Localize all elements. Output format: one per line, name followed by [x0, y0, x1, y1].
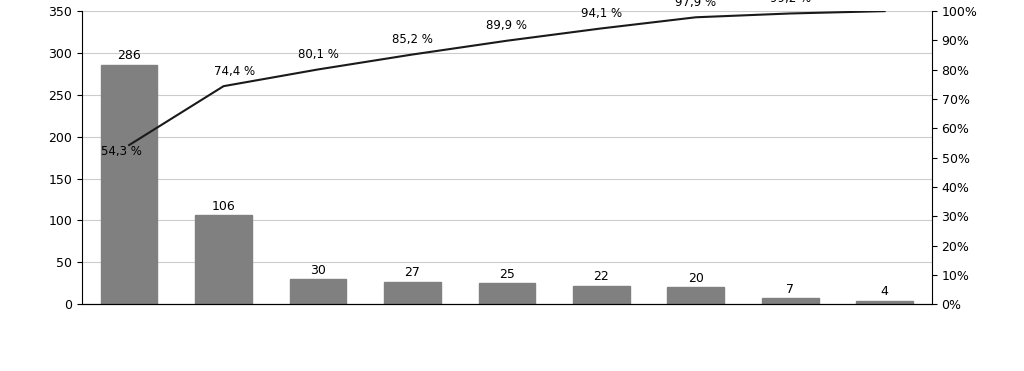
Text: 22: 22: [594, 270, 609, 283]
Bar: [100, 65, 158, 304]
Text: 286: 286: [118, 49, 141, 62]
Bar: [384, 282, 440, 304]
Text: 99,2 %: 99,2 %: [770, 0, 811, 5]
Text: 30: 30: [310, 263, 326, 277]
Bar: [290, 279, 346, 304]
Bar: [668, 288, 724, 304]
Bar: [196, 216, 252, 304]
Text: 7: 7: [786, 283, 795, 296]
Text: 54,3 %: 54,3 %: [100, 145, 141, 158]
Text: 4: 4: [881, 285, 889, 298]
Text: 25: 25: [499, 268, 515, 281]
Text: 94,1 %: 94,1 %: [581, 7, 622, 20]
Bar: [762, 298, 818, 304]
Bar: [856, 301, 913, 304]
Text: 97,9 %: 97,9 %: [675, 0, 717, 9]
Text: 85,2 %: 85,2 %: [392, 33, 433, 46]
Text: 27: 27: [404, 266, 421, 279]
Text: 20: 20: [688, 272, 703, 285]
Text: 106: 106: [212, 200, 236, 213]
Bar: [573, 286, 630, 304]
Text: 74,4 %: 74,4 %: [214, 65, 255, 78]
Text: 89,9 %: 89,9 %: [486, 19, 527, 32]
Text: 80,1 %: 80,1 %: [298, 48, 339, 61]
Bar: [478, 283, 536, 304]
